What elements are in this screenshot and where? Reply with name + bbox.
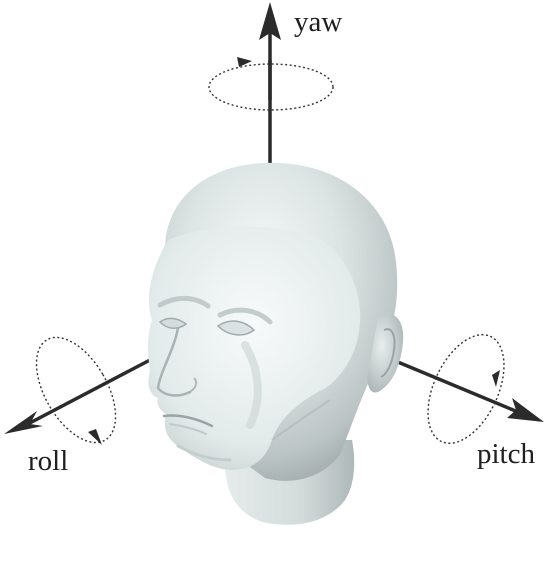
pitch-axis (392, 334, 544, 444)
face (148, 226, 361, 470)
ear-fold (380, 328, 396, 378)
nostril (189, 377, 198, 393)
roll-rotation-ellipse (35, 336, 117, 444)
pitch-label: pitch (477, 438, 535, 470)
yaw-label: yaw (294, 6, 342, 38)
roll-arrowhead (4, 411, 43, 434)
roll-label: roll (28, 445, 68, 477)
pitch-rotation-arrow-icon (492, 370, 500, 387)
nose (156, 326, 192, 397)
yaw-rotation-arrow-icon (237, 57, 252, 67)
pitch-rotation-ellipse (427, 334, 505, 444)
lower-lip (169, 423, 207, 435)
mouth (162, 414, 214, 428)
left-eye (158, 317, 188, 329)
right-eye (216, 320, 256, 336)
roll-axis-line (25, 358, 151, 427)
yaw-axis (208, 2, 334, 165)
head-illustration (148, 162, 404, 525)
right-brow (217, 307, 273, 325)
yaw-rotation-ellipse (208, 63, 334, 111)
chin (176, 444, 232, 462)
left-brow (157, 295, 211, 309)
yaw-arrowhead (259, 2, 281, 40)
pitch-axis-line (392, 358, 519, 414)
roll-axis (4, 336, 151, 445)
roll-rotation-arrow-icon (88, 429, 102, 445)
jaw-line (271, 399, 331, 441)
ear (367, 314, 404, 393)
pitch-arrowhead (507, 398, 544, 422)
cheek-shadow (241, 341, 262, 429)
